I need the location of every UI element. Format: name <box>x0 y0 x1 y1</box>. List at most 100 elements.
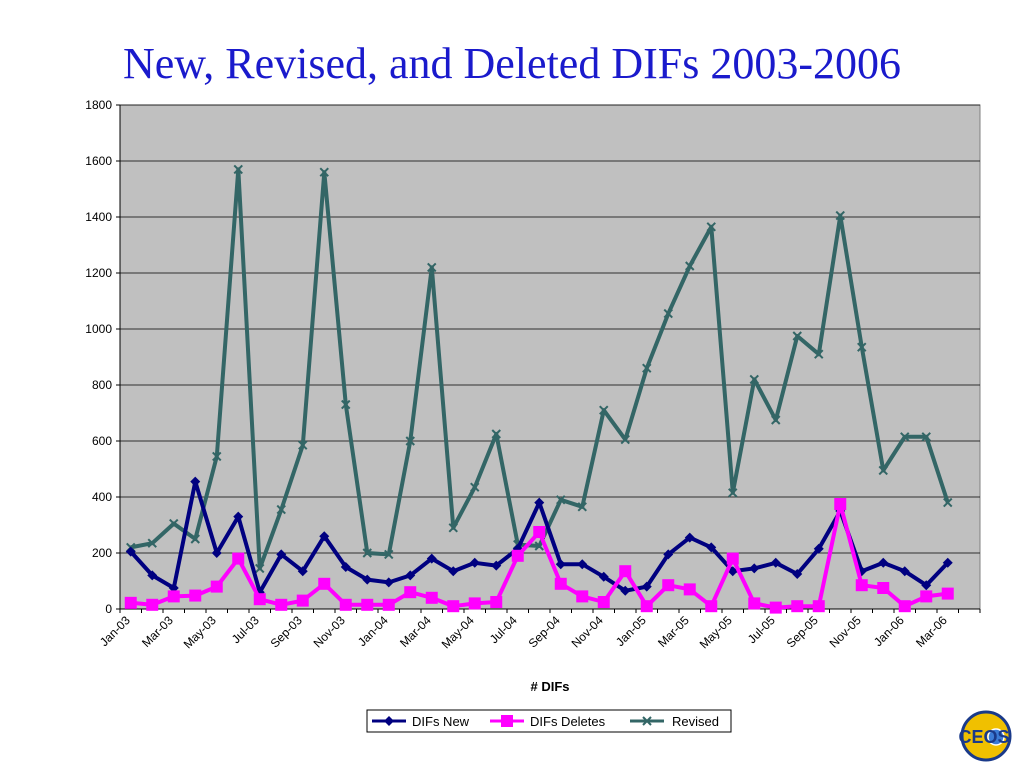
data-point <box>448 566 459 577</box>
data-point <box>384 716 394 726</box>
data-point <box>941 587 954 600</box>
data-point <box>253 593 266 606</box>
x-tick-label: Sep-05 <box>784 613 821 650</box>
data-point <box>770 557 781 568</box>
gridlines <box>120 104 980 554</box>
data-point <box>469 557 480 568</box>
data-point <box>534 497 545 508</box>
data-point <box>598 571 609 582</box>
legend-label: DIFs New <box>412 714 470 729</box>
data-point <box>533 526 546 538</box>
data-point <box>501 715 513 727</box>
data-point <box>663 308 673 319</box>
data-point <box>491 429 501 439</box>
x-tick-label: Jan-03 <box>97 613 133 649</box>
data-point <box>620 585 631 596</box>
x-tick-label: Mar-04 <box>397 613 434 650</box>
series-lines <box>124 164 954 614</box>
data-point <box>362 574 373 585</box>
data-point <box>857 342 867 352</box>
data-point <box>920 590 933 603</box>
logo-globe-icon <box>987 728 1005 746</box>
data-point <box>943 497 953 508</box>
data-point <box>726 552 739 565</box>
data-point <box>491 560 502 571</box>
data-point <box>642 363 652 373</box>
data-point <box>749 374 759 385</box>
data-point <box>297 566 308 577</box>
x-tick-label: Jan-06 <box>871 613 907 649</box>
x-tick-label: Mar-03 <box>139 613 176 650</box>
data-point <box>705 600 718 613</box>
x-tick-label: Mar-05 <box>655 613 692 650</box>
data-point <box>147 570 158 581</box>
x-tick-label: Sep-03 <box>268 613 305 650</box>
data-point <box>812 600 825 613</box>
y-tick-label: 800 <box>92 378 112 392</box>
y-axis: 0 200 400 600 800 1000 1200 1400 1600 1800 <box>85 98 121 616</box>
data-point <box>577 502 587 512</box>
data-point <box>212 451 222 462</box>
legend-label: Revised <box>672 714 719 729</box>
data-point <box>296 594 309 607</box>
legend-label: DIFs Deletes <box>530 714 606 729</box>
x-tick-label: May-05 <box>697 613 735 651</box>
x-tick-label: Nov-04 <box>569 613 606 650</box>
data-point <box>619 565 632 578</box>
data-point <box>921 580 932 591</box>
data-point <box>425 591 438 604</box>
data-point <box>683 583 696 596</box>
logo-ring <box>960 710 1012 762</box>
data-point <box>405 436 415 446</box>
data-point <box>169 518 179 529</box>
x-tick-label: Nov-05 <box>827 613 864 650</box>
x-tick-label: May-04 <box>439 613 477 651</box>
data-point <box>685 261 695 271</box>
x-tick-label: Jul-04 <box>487 613 520 646</box>
x-tick-label: Jul-05 <box>745 613 778 646</box>
data-point <box>146 598 159 611</box>
data-point <box>167 590 180 603</box>
data-point <box>362 548 372 558</box>
x-axis-label: # DIFs <box>530 679 569 694</box>
data-point <box>554 577 567 590</box>
data-point <box>318 577 331 590</box>
legend-entry: DIFs New <box>372 714 470 729</box>
data-point <box>319 531 330 542</box>
legend-entry: DIFs Deletes <box>490 714 606 729</box>
data-point <box>576 590 589 603</box>
data-point <box>640 600 653 613</box>
data-point <box>427 262 437 273</box>
data-point <box>834 498 847 510</box>
x-axis: Jan-03 Mar-03 May-03 Jul-03 Sep-03 Nov-03 Jan-… <box>97 608 981 651</box>
data-point <box>878 557 889 568</box>
data-point <box>405 570 416 581</box>
data-point <box>468 597 481 610</box>
data-point <box>190 476 201 487</box>
data-point <box>835 210 845 221</box>
data-point <box>233 511 244 522</box>
data-point <box>814 349 824 359</box>
data-point <box>706 222 716 232</box>
data-point <box>275 598 288 611</box>
data-point <box>124 596 137 609</box>
data-point <box>490 596 503 608</box>
y-tick-label: 400 <box>92 490 112 504</box>
data-point <box>663 549 674 560</box>
data-point <box>706 542 717 553</box>
data-point <box>382 598 395 611</box>
data-point <box>448 523 458 533</box>
data-point <box>662 579 675 592</box>
x-tick-label: Nov-03 <box>311 613 348 650</box>
data-point <box>447 600 460 613</box>
data-point <box>555 559 566 570</box>
data-point <box>792 569 803 579</box>
data-point <box>147 538 157 548</box>
y-tick-label: 1400 <box>85 210 112 224</box>
data-point <box>599 405 609 415</box>
data-point <box>384 549 394 560</box>
data-point <box>190 534 200 544</box>
series-difs-deletes <box>124 498 954 614</box>
data-point <box>339 598 352 611</box>
page-title: New, Revised, and Deleted DIFs 2003-2006 <box>123 39 901 88</box>
